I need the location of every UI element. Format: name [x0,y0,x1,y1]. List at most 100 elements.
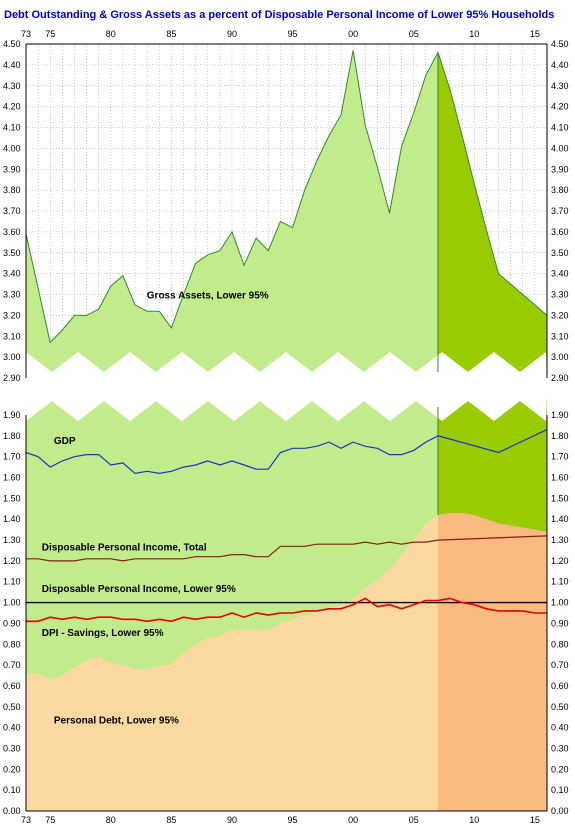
y-tick-label-left: 0.80 [3,639,21,649]
y-tick-label-right: 3.20 [551,310,569,320]
y-tick-label-left: 4.20 [3,102,21,112]
series-line-dpi-total [26,535,548,562]
y-tick-label-right: 0.60 [551,681,569,691]
y-tick-label-left: 0.50 [3,702,21,712]
x-tick-label-top: 10 [469,29,479,39]
y-tick-label-right: 0.30 [551,743,569,753]
x-tick-label-bottom: 15 [530,815,540,825]
y-tick-label-right: 3.40 [551,269,569,279]
y-tick-label-left: 4.10 [3,123,21,133]
series-annotation: Personal Debt, Lower 95% [54,715,179,726]
series-annotation: GDP [54,436,76,447]
y-tick-label-left: 2.90 [3,373,21,383]
y-tick-label-left: 0.60 [3,681,21,691]
x-tick-label-top: 95 [288,29,298,39]
x-tick-label-bottom: 05 [409,815,419,825]
axis-break [26,352,547,421]
y-tick-label-left: 4.40 [3,60,21,70]
y-tick-label-right: 1.80 [551,431,569,441]
y-tick-label-right: 3.90 [551,164,569,174]
y-tick-label-right: 4.50 [551,39,569,49]
x-tick-label-bottom: 10 [469,815,479,825]
y-tick-label-right: 0.10 [551,785,569,795]
y-tick-label-left: 0.70 [3,660,21,670]
y-tick-label-left: 1.40 [3,514,21,524]
x-tick-label-top: 00 [348,29,358,39]
y-tick-label-right: 1.30 [551,535,569,545]
y-tick-label-left: 3.90 [3,164,21,174]
y-tick-label-left: 1.80 [3,431,21,441]
series-annotations: Gross Assets, Lower 95% GDP Disposable Per… [42,291,269,727]
y-tick-label-right: 0.20 [551,764,569,774]
y-tick-label-left: 1.60 [3,473,21,483]
axis-break-lower-edge [26,352,547,380]
y-tick-label-right: 4.20 [551,102,569,112]
series-annotation: Gross Assets, Lower 95% [147,291,269,302]
y-tick-label-right: 4.10 [551,123,569,133]
x-tick-label-top: 73 [21,29,31,39]
x-tick-label-bottom: 95 [288,815,298,825]
area-fills [26,50,547,811]
y-tick-label-left: 3.40 [3,269,21,279]
y-tick-label-left: 0.20 [3,764,21,774]
x-tick-label-bottom: 73 [21,815,31,825]
axes [25,43,548,812]
y-tick-label-right: 4.30 [551,81,569,91]
y-tick-label-left: 3.20 [3,310,21,320]
y-tick-label-left: 3.60 [3,227,21,237]
series-annotation: Disposable Personal Income, Lower 95% [42,584,236,595]
y-tick-label-left: 0.00 [3,806,21,816]
y-tick-label-left: 1.70 [3,452,21,462]
y-tick-label-right: 3.70 [551,206,569,216]
y-tick-label-left: 1.20 [3,556,21,566]
y-tick-label-left: 1.30 [3,535,21,545]
y-tick-label-left: 4.50 [3,39,21,49]
y-tick-label-left: 3.50 [3,248,21,258]
debt-area [26,515,438,811]
y-tick-label-right: 3.50 [551,248,569,258]
y-tick-label-right: 4.00 [551,143,569,153]
y-tick-label-right: 0.90 [551,618,569,628]
y-tick-label-right: 1.10 [551,577,569,587]
y-tick-label-right: 3.10 [551,331,569,341]
x-tick-label-top: 85 [166,29,176,39]
y-tick-label-left: 3.70 [3,206,21,216]
y-tick-label-left: 0.30 [3,743,21,753]
y-tick-label-left: 1.50 [3,493,21,503]
x-tick-label-top: 15 [530,29,540,39]
y-tick-label-left: 4.00 [3,143,21,153]
y-tick-label-right: 0.70 [551,660,569,670]
y-tick-label-left: 1.10 [3,577,21,587]
y-tick-label-right: 1.00 [551,598,569,608]
x-tick-label-top: 80 [106,29,116,39]
y-tick-label-left: 3.00 [3,352,21,362]
x-tick-label-bottom: 00 [348,815,358,825]
x-tick-label-bottom: 85 [166,815,176,825]
y-tick-label-left: 0.10 [3,785,21,795]
assets-area-projection [438,52,547,379]
x-tick-label-bottom: 90 [227,815,237,825]
x-tick-label-bottom: 75 [45,815,55,825]
y-tick-label-right: 0.40 [551,723,569,733]
y-tick-label-right: 0.00 [551,806,569,816]
y-tick-label-right: 0.80 [551,639,569,649]
y-tick-label-right: 0.50 [551,702,569,712]
y-tick-label-left: 3.80 [3,185,21,195]
y-tick-label-left: 1.00 [3,598,21,608]
y-tick-label-left: 0.90 [3,618,21,628]
series-annotation: Disposable Personal Income, Total [42,542,207,553]
assets-area [26,50,438,379]
y-tick-label-right: 3.30 [551,290,569,300]
y-tick-label-right: 3.80 [551,185,569,195]
series-line-dpi-savings [26,597,547,623]
y-tick-label-right: 1.50 [551,493,569,503]
y-tick-label-right: 1.40 [551,514,569,524]
y-tick-label-left: 1.90 [3,410,21,420]
y-tick-label-left: 3.30 [3,290,21,300]
y-tick-label-right: 4.40 [551,60,569,70]
y-tick-label-right: 1.90 [551,410,569,420]
debt-area-projection [438,513,547,811]
tick-labels: 73 73 75 75 80 80 85 85 90 90 95 95 00 00 05 05 10 10 15 15… [3,29,569,825]
y-tick-label-right: 1.60 [551,473,569,483]
